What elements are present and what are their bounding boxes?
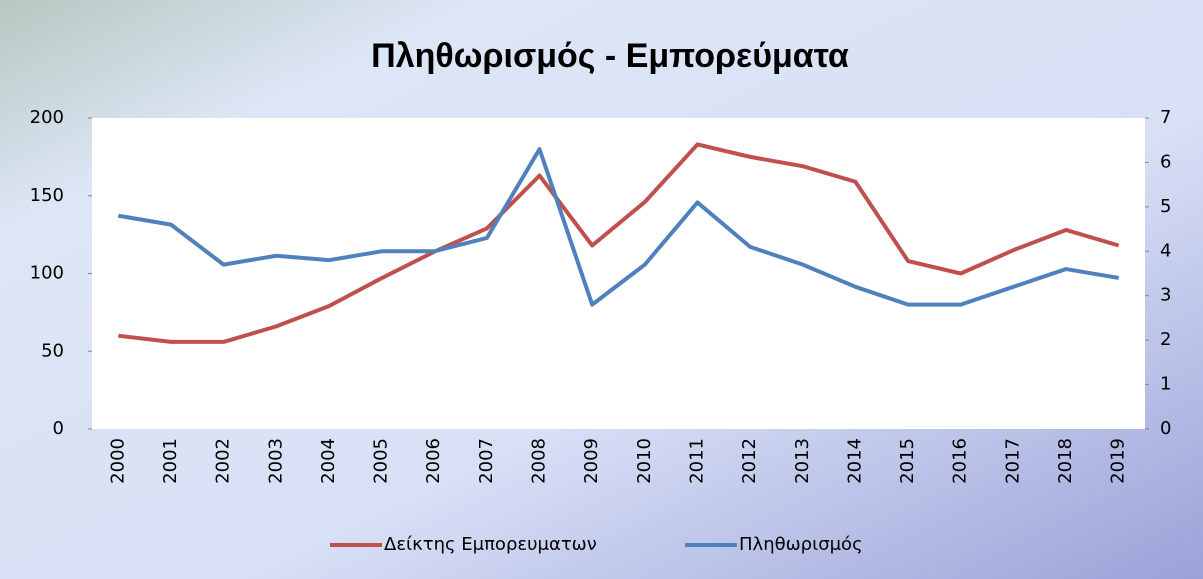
x-tick-label: 2019 [1108, 438, 1129, 484]
x-tick-label: 2000 [107, 438, 128, 484]
y2-tick-label: 5 [1160, 196, 1171, 217]
x-tick-label: 2012 [739, 438, 760, 484]
x-tick-label: 2001 [160, 438, 181, 484]
x-tick-label: 2007 [476, 438, 497, 484]
y2-tick-label: 1 [1160, 374, 1171, 395]
x-tick-label: 2018 [1055, 438, 1076, 484]
x-tick-label: 2015 [897, 438, 918, 484]
x-tick-label: 2013 [792, 438, 813, 484]
x-tick-label: 2008 [529, 438, 550, 484]
y2-tick-label: 6 [1160, 151, 1171, 172]
y2-tick-label: 2 [1160, 329, 1171, 350]
series-line [117, 147, 1120, 307]
y-tick-label: 150 [30, 185, 64, 206]
x-tick-label: 2005 [371, 438, 392, 484]
x-tick-label: 2014 [844, 438, 865, 484]
y-tick-label: 0 [53, 418, 64, 439]
legend-label: Δείκτης Εμπορευματων [384, 534, 597, 555]
x-tick-label: 2011 [686, 438, 707, 484]
y2-tick-label: 3 [1160, 285, 1171, 306]
series-line [118, 142, 1120, 344]
legend-label: Πληθωρισμός [739, 534, 863, 555]
x-tick-label: 2016 [950, 438, 971, 484]
y2-tick-label: 0 [1160, 418, 1171, 439]
chart-title: Πληθωρισμός - Εμπορεύματα [371, 37, 849, 75]
x-tick-label: 2010 [634, 438, 655, 484]
y-tick-label: 200 [30, 107, 64, 128]
x-tick-label: 2017 [1002, 438, 1023, 484]
x-tick-label: 2004 [318, 438, 339, 484]
y-tick-label: 50 [41, 340, 64, 361]
y-tick-label: 100 [30, 263, 64, 284]
x-tick-label: 2003 [265, 438, 286, 484]
plot-area [92, 118, 1145, 429]
y2-tick-label: 7 [1160, 107, 1171, 128]
x-tick-label: 2002 [213, 438, 234, 484]
y2-tick-label: 4 [1160, 240, 1171, 261]
x-tick-label: 2009 [581, 438, 602, 484]
x-tick-label: 2006 [423, 438, 444, 484]
